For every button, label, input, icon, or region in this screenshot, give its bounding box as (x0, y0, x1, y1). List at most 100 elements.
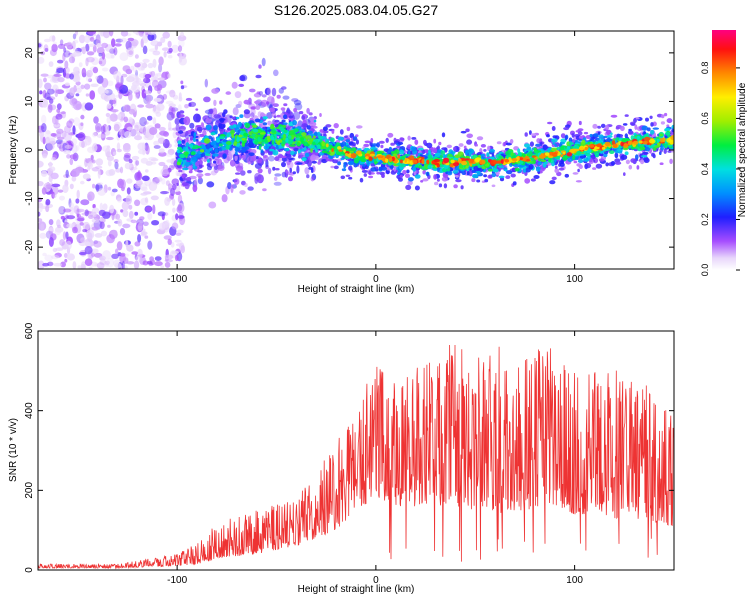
ridge-blob (649, 115, 653, 120)
ridge-blob (285, 147, 290, 152)
ridge-blob (345, 139, 350, 143)
ridge-blob (201, 152, 205, 157)
spectrogram-x-tick-label: -100 (167, 274, 187, 285)
ridge-blob (551, 126, 556, 131)
ridge-blob (288, 159, 292, 163)
noise-blob (123, 116, 129, 123)
noise-blob (60, 111, 66, 115)
noise-blob (101, 77, 109, 88)
noise-blob (145, 169, 149, 173)
ridge-blob (463, 145, 467, 149)
noise-blob (140, 157, 149, 164)
ridge-blob (632, 140, 639, 145)
noise-blob (48, 175, 53, 183)
noise-blob (101, 67, 109, 72)
noise-blob (164, 196, 171, 206)
ridge-blob (259, 132, 266, 135)
ridge-blob (209, 108, 214, 115)
ridge-blob (192, 163, 196, 169)
ridge-blob (295, 134, 299, 138)
noise-blob (92, 211, 97, 218)
spread-blob (212, 107, 218, 117)
ridge-blob (282, 122, 288, 125)
noise-blob (39, 90, 43, 95)
noise-blob (137, 149, 147, 155)
spread-blob (207, 165, 212, 171)
ridge-blob (620, 141, 624, 147)
ridge-blob (433, 174, 437, 180)
ridge-blob (610, 114, 618, 118)
ridge-blob (274, 119, 280, 123)
noise-blob (123, 104, 131, 112)
noise-blob (131, 155, 140, 161)
ridge-blob (216, 137, 220, 143)
ridge-blob (426, 142, 433, 149)
ridge-blob (313, 119, 317, 123)
ridge-blob (581, 139, 586, 145)
noise-blob (58, 206, 66, 215)
ridge-blob (560, 145, 565, 151)
noise-blob (72, 226, 78, 234)
ridge-blob (292, 119, 297, 126)
ridge-blob (441, 132, 446, 138)
noise-blob (96, 43, 102, 48)
ridge-blob (301, 157, 307, 162)
spread-blob (273, 176, 278, 182)
ridge-blob (238, 134, 243, 138)
noise-blob (84, 102, 94, 111)
ridge-blob (453, 184, 458, 189)
ridge-blob (310, 168, 314, 173)
noise-blob (134, 159, 138, 168)
ridge-blob (196, 145, 202, 149)
noise-blob (75, 103, 84, 110)
spread-blob (233, 178, 240, 185)
ridge-blob (289, 167, 293, 173)
ridge-blob (197, 166, 201, 170)
spread-blob (185, 97, 193, 101)
ridge-blob (417, 147, 424, 151)
noise-blob (75, 198, 80, 204)
noise-blob (166, 152, 173, 157)
noise-blob (106, 103, 112, 109)
ridge-blob (476, 136, 484, 141)
ridge-blob (285, 137, 289, 143)
noise-blob (86, 69, 93, 78)
noise-blob (158, 56, 164, 66)
noise-blob (75, 87, 82, 94)
noise-blob (38, 56, 45, 64)
noise-blob (84, 34, 91, 44)
snr-x-tick-label: 100 (566, 575, 583, 586)
noise-blob (166, 111, 175, 121)
ridge-blob (232, 116, 236, 120)
ridge-blob (280, 107, 286, 111)
noise-blob (154, 256, 162, 261)
spread-blob (260, 99, 269, 107)
ridge-blob (597, 125, 601, 129)
ridge-blob (248, 139, 253, 146)
ridge-blob (296, 162, 303, 165)
ridge-blob (612, 143, 618, 149)
noise-blob (111, 211, 115, 221)
noise-blob (75, 93, 80, 97)
noise-blob (75, 31, 78, 36)
noise-blob (164, 254, 174, 260)
noise-blob (153, 140, 160, 146)
ridge-blob (475, 143, 478, 147)
noise-blob (65, 240, 72, 250)
noise-blob (142, 260, 149, 266)
ridge-blob (222, 153, 227, 159)
noise-blob (76, 85, 81, 90)
noise-blob (115, 213, 121, 220)
ridge-blob (460, 130, 467, 134)
noise-blob (128, 108, 136, 115)
ridge-blob (298, 111, 304, 115)
noise-blob (38, 218, 43, 223)
noise-blob (125, 195, 132, 205)
ridge-blob (576, 163, 582, 167)
ridge-blob (195, 108, 199, 111)
noise-blob (55, 113, 63, 120)
noise-blob (68, 56, 75, 64)
noise-blob (160, 37, 166, 43)
noise-blob (64, 258, 68, 263)
